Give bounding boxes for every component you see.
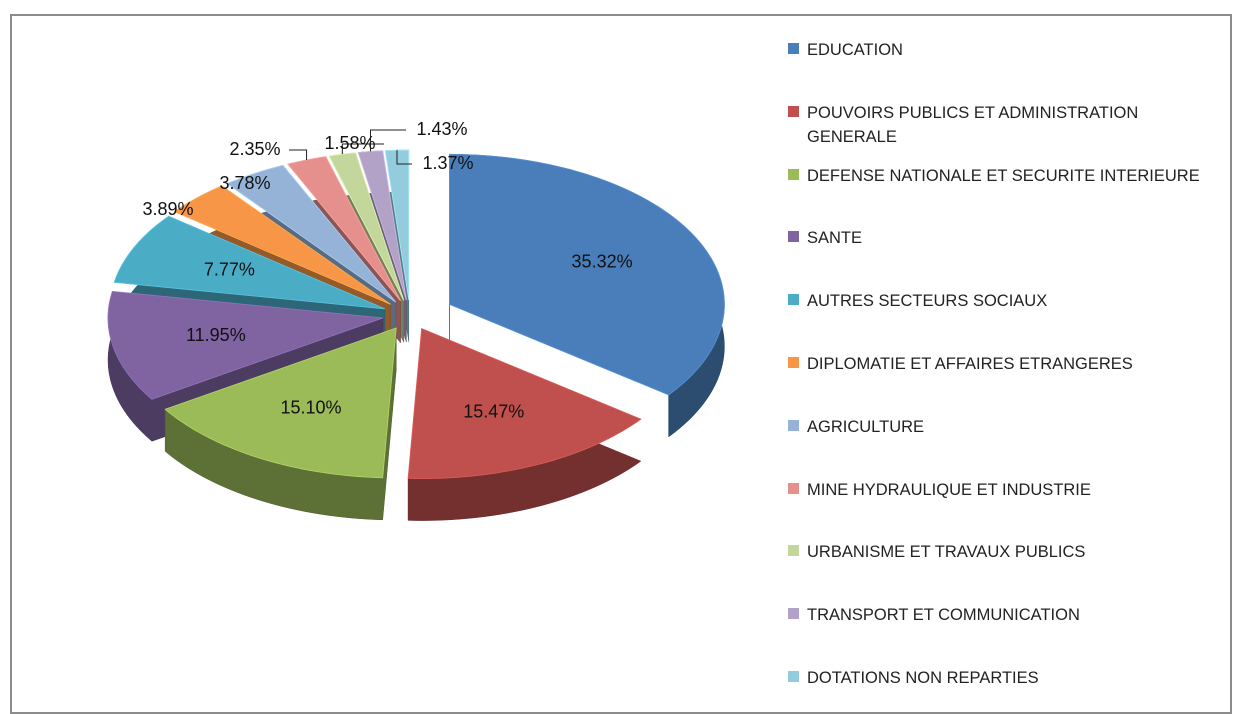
legend-label: AGRICULTURE: [807, 417, 925, 436]
legend-label: EDUCATION: [807, 41, 903, 59]
data-label: 11.95%: [186, 325, 246, 345]
data-label: 3.78%: [219, 173, 270, 193]
pie-chart: 35.32% 15.47% 15.10% 11.95% 7.77% 3.89% 3.78% 2…: [107, 119, 725, 521]
data-label: 1.43%: [416, 119, 467, 139]
legend-label: URBANISME ET TRAVAUX PUBLICS: [807, 543, 1086, 562]
legend-label: AUTRES SECTEURS SOCIAUX: [807, 292, 1048, 311]
slice: [173, 185, 391, 305]
data-label: 7.77%: [204, 260, 255, 280]
legend-swatch: [788, 671, 799, 682]
slice: [113, 215, 386, 310]
legend-label: DOTATIONS NON REPARTIES: [807, 669, 1039, 687]
data-label: 15.10%: [280, 397, 341, 417]
legend-label: DEFENSE NATIONALE ET SECURITE INTERIEURE: [807, 166, 1200, 185]
legend-swatch: [788, 43, 799, 54]
legend-item: DOTATIONS NON REPARTIES: [788, 666, 1228, 690]
slice: [226, 164, 397, 303]
slice: [449, 153, 725, 396]
legend-swatch: [788, 357, 799, 368]
legend-item: DEFENSE NATIONALE ET SECURITE INTERIEURE: [788, 164, 1228, 188]
slice: [107, 290, 384, 400]
legend-label: TRANSPORT ET COMMUNICATION: [807, 606, 1080, 625]
legend-item: SANTE: [788, 226, 1228, 250]
legend-label: MINE HYDRAULIQUE ET INDUSTRIE: [807, 480, 1091, 499]
legend-item: AGRICULTURE: [788, 415, 1228, 439]
leader-line: [396, 150, 412, 165]
legend-item: MINE HYDRAULIQUE ET INDUSTRIE: [788, 478, 1228, 502]
data-label: 1.58%: [324, 133, 375, 153]
legend-label: SANTE: [807, 229, 863, 248]
legend-swatch: [788, 105, 799, 117]
legend-swatch: [788, 294, 799, 306]
legend-item: DIPLOMATIE ET AFFAIRES ETRANGERES: [788, 352, 1228, 376]
legend-item: URBANISME ET TRAVAUX PUBLICS: [788, 540, 1228, 564]
data-label: 3.89%: [142, 199, 193, 219]
legend-item: EDUCATION: [788, 38, 1228, 62]
data-label: 1.37%: [422, 153, 473, 173]
legend-label: DIPLOMATIE ET AFFAIRES ETRANGERES: [807, 355, 1133, 373]
leader-line: [369, 129, 406, 152]
legend-item: AUTRES SECTEURS SOCIAUX: [788, 289, 1228, 313]
legend-swatch: [788, 419, 799, 431]
leader-line: [289, 149, 308, 160]
legend-swatch: [788, 482, 799, 494]
legend-item: POUVOIRS PUBLICS ET ADMINISTRATION GENER…: [788, 101, 1228, 149]
legend-swatch: [788, 608, 799, 620]
legend-swatch: [788, 545, 799, 557]
slice: [164, 327, 397, 479]
legend-swatch: [788, 231, 799, 243]
data-label: 15.47%: [463, 402, 524, 422]
slice: [407, 328, 642, 479]
data-label: 35.32%: [572, 252, 633, 272]
legend-label: POUVOIRS PUBLICS ET ADMINISTRATION GENER…: [807, 103, 1139, 146]
data-label: 2.35%: [229, 139, 280, 159]
legend-swatch: [788, 168, 799, 180]
legend-item: TRANSPORT ET COMMUNICATION: [788, 603, 1228, 627]
